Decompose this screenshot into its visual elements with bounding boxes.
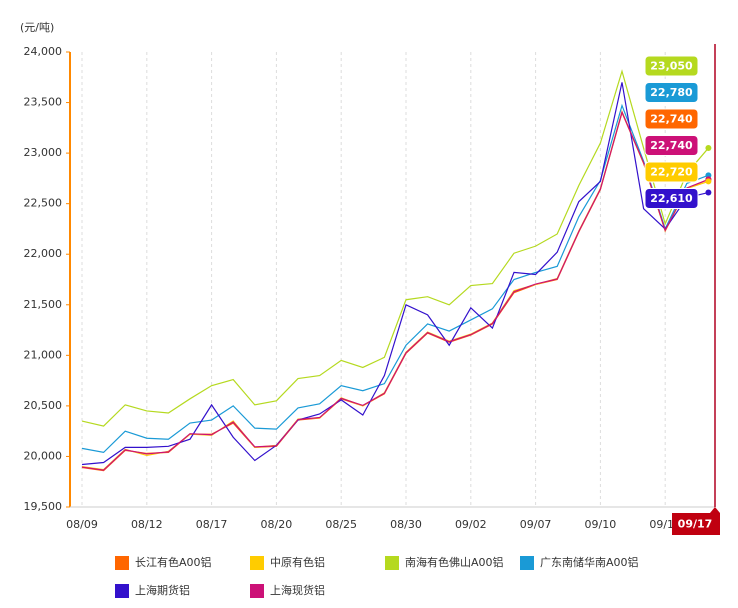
x-tick-label: 08/12 [131,518,163,531]
series-line [81,82,709,466]
legend-label: 长江有色A00铝 [135,555,212,569]
value-label: 22,780 [650,86,693,99]
legend-label: 广东南储华南A00铝 [540,555,639,569]
series-line [81,110,709,472]
y-tick-label: 22,500 [24,197,63,210]
y-tick-label: 23,500 [24,96,63,109]
series-line [81,110,709,471]
last-point [705,145,712,152]
y-tick-label: 23,000 [24,146,63,159]
series-line [81,69,709,427]
value-label: 22,740 [650,113,693,126]
value-label: 23,050 [650,60,693,73]
y-tick-label: 21,500 [24,298,63,311]
x-tick-label: 08/17 [196,518,228,531]
series-line [81,103,709,454]
y-axis-label: (元/吨) [20,21,54,34]
value-badge [644,108,699,130]
last-point [705,178,712,185]
value-badge [644,188,699,209]
x-tick-label: 09/02 [455,518,487,531]
y-tick-label: 20,500 [24,399,63,412]
x-tick-label: 09/10 [585,518,617,531]
legend-swatch [520,556,534,570]
x-tick-label: 08/20 [261,518,293,531]
y-tick-label: 24,000 [24,45,63,58]
legend-label: 南海有色佛山A00铝 [405,555,504,569]
series-line [81,109,709,471]
legend-label: 上海期货铝 [135,583,190,597]
legend-swatch [250,584,264,598]
x-tick-label: 08/09 [66,518,98,531]
x-tick-label: 09/07 [520,518,552,531]
legend-swatch [250,556,264,570]
legend-swatch [385,556,399,570]
value-label: 22,720 [650,166,693,179]
legend-label: 上海现货铝 [270,583,325,597]
value-label: 22,610 [650,192,693,205]
x-tick-label: 08/25 [325,518,357,531]
y-tick-label: 22,000 [24,247,63,260]
value-label: 22,740 [650,139,693,152]
y-tick-label: 19,500 [24,500,63,513]
value-badge [644,135,699,156]
legend-label: 中原有色铝 [270,555,325,569]
value-badge [644,55,699,77]
y-tick-label: 21,000 [24,348,63,361]
legend-swatch [115,556,129,570]
x-tick-label: 08/30 [390,518,422,531]
x-tick-label: 09/17 [678,518,713,531]
legend-swatch [115,584,129,598]
value-badge [644,82,699,103]
last-point [705,189,712,196]
value-badge [644,161,699,183]
y-tick-label: 20,000 [24,449,63,462]
x-cursor-badge [672,507,720,535]
